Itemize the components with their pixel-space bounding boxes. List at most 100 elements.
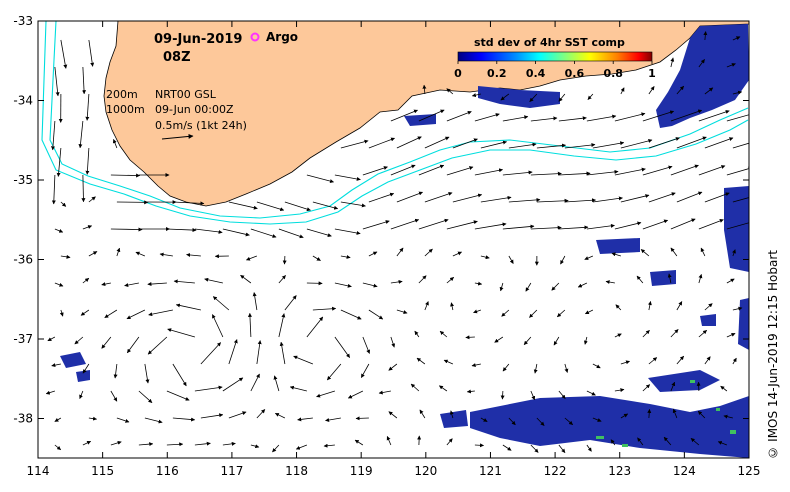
current-arrow [172, 417, 196, 422]
current-arrow [698, 219, 724, 230]
current-arrow [306, 174, 334, 184]
current-arrow [508, 197, 541, 203]
current-arrow [611, 252, 622, 257]
current-arrow [620, 360, 630, 365]
current-arrow [347, 390, 364, 399]
land-mass [103, 21, 749, 207]
current-arrow [564, 363, 569, 373]
current-arrow [640, 249, 650, 257]
current-arrow [672, 408, 678, 419]
time-title: 08Z [163, 50, 191, 65]
x-tick-label: 123 [608, 464, 631, 478]
legend-tick-label: 0.8 [603, 67, 623, 80]
current-arrow [449, 410, 454, 419]
current-arrow [88, 416, 97, 421]
current-arrow [642, 330, 650, 338]
current-arrow [51, 363, 61, 368]
current-arrow [424, 191, 453, 203]
current-arrow [438, 385, 448, 392]
current-arrow [354, 439, 364, 446]
current-arrow [439, 330, 448, 338]
current-arrow [726, 166, 749, 176]
current-arrow [272, 444, 280, 453]
current-arrow [637, 437, 644, 446]
plot-frame [37, 20, 750, 459]
current-arrow [586, 114, 617, 122]
current-arrow [54, 282, 64, 287]
x-tick-label: 118 [285, 464, 308, 478]
current-arrow [494, 336, 504, 343]
current-arrow [614, 167, 646, 176]
current-arrow [536, 417, 545, 426]
current-arrow [670, 381, 676, 392]
current-arrow [222, 441, 236, 446]
current-arrow [592, 141, 625, 149]
x-tick-label: 117 [220, 464, 243, 478]
current-arrow [670, 247, 678, 257]
current-arrow [316, 390, 336, 398]
current-arrow [704, 356, 711, 365]
current-arrow [82, 66, 87, 95]
x-tick-label: 116 [156, 464, 179, 478]
current-arrow [610, 439, 616, 446]
current-arrow [474, 443, 484, 448]
current-arrow [138, 390, 153, 403]
y-tick-label: -35 [13, 173, 33, 187]
current-arrow [508, 417, 516, 426]
current-arrow [704, 87, 714, 95]
x-tick-label: 125 [738, 464, 761, 478]
current-arrow [583, 336, 588, 345]
current-arrow [334, 174, 361, 181]
current-arrow [676, 301, 683, 311]
current-arrow [446, 276, 455, 284]
current-arrow [530, 225, 562, 230]
current-arrow [584, 255, 594, 260]
current-arrow [480, 140, 507, 149]
x-tick-label: 121 [479, 464, 502, 478]
current-arrow [530, 171, 562, 176]
current-arrow [368, 192, 395, 203]
current-arrow [523, 336, 532, 346]
info-scale: 0.5m/s (1kt 24h) [155, 119, 247, 132]
y-tick-label: -37 [13, 332, 33, 346]
current-arrow [126, 336, 140, 354]
x-tick-label: 124 [673, 464, 696, 478]
current-arrow [508, 255, 514, 264]
current-arrow [551, 282, 560, 291]
current-arrow [124, 282, 139, 287]
current-arrow [500, 93, 510, 101]
current-arrow [60, 39, 68, 69]
current-arrow [530, 444, 539, 453]
current-arrow [614, 112, 646, 122]
current-arrow [670, 109, 703, 122]
current-arrow [501, 309, 510, 317]
current-arrow [502, 363, 510, 372]
current-arrow [200, 342, 221, 365]
current-arrow [82, 277, 90, 284]
current-arrow [256, 340, 262, 365]
current-arrow [584, 309, 594, 315]
current-arrow [228, 411, 247, 419]
current-arrow [250, 228, 277, 238]
current-arrow [670, 218, 696, 230]
current-arrow [256, 409, 266, 419]
legend-tick-label: 1 [648, 67, 656, 80]
current-arrow [670, 57, 675, 68]
current-arrow [529, 309, 538, 318]
current-arrow [278, 228, 304, 239]
current-arrow [558, 171, 591, 176]
current-arrow [88, 39, 95, 67]
current-arrow [473, 309, 482, 314]
current-arrow [78, 120, 84, 149]
current-arrow [222, 377, 244, 392]
current-arrow [676, 85, 685, 95]
current-arrow [116, 247, 121, 257]
current-arrow [81, 174, 86, 203]
current-arrow [82, 225, 93, 230]
current-arrow [82, 440, 92, 446]
current-arrow [410, 383, 420, 392]
current-arrow [690, 437, 700, 446]
credit-container: © IMOS 14-Jun-2019 12:15 Hobart [766, 40, 786, 460]
current-arrow [723, 414, 733, 419]
y-tick-label: -36 [13, 253, 33, 267]
